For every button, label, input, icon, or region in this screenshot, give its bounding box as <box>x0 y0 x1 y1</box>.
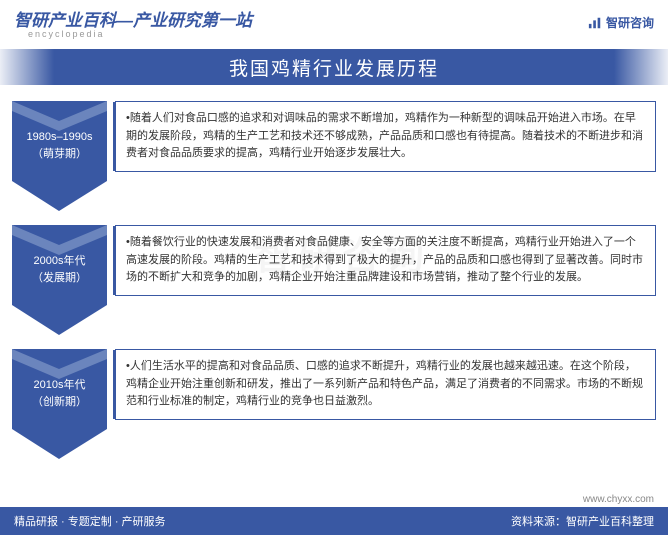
chevron-badge: 1980s–1990s （萌芽期） <box>12 101 107 211</box>
chevron-text: 2010s年代 （创新期） <box>12 377 107 410</box>
consult-badge: 智研咨询 <box>588 14 654 31</box>
stage-desc: •人们生活水平的提高和对食品品质、口感的追求不断提升，鸡精行业的发展也越来越迅速… <box>126 358 645 411</box>
footer-right: 资料来源：智研产业百科整理 <box>511 513 654 529</box>
stage-desc: •随着人们对食品口感的追求和对调味品的需求不断增加，鸡精作为一种新型的调味品开始… <box>126 110 645 163</box>
stage-desc-box: •随着餐饮行业的快速发展和消费者对食品健康、安全等方面的关注度不断提高，鸡精行业… <box>115 225 656 296</box>
chevron-text: 1980s–1990s （萌芽期） <box>12 129 107 162</box>
header: 智研产业百科—产业研究第一站 encyclopedia 智研咨询 <box>0 0 668 41</box>
stage-row: 2010s年代 （创新期） •人们生活水平的提高和对食品品质、口感的追求不断提升… <box>12 349 656 459</box>
stage-phase: （创新期） <box>12 394 107 411</box>
stage-phase: （萌芽期） <box>12 146 107 163</box>
chart-icon <box>588 16 602 30</box>
chevron-text: 2000s年代 （发展期） <box>12 253 107 286</box>
stage-desc-box: •随着人们对食品口感的追求和对调味品的需求不断增加，鸡精作为一种新型的调味品开始… <box>115 101 656 172</box>
stage-period: 1980s–1990s <box>12 129 107 146</box>
main-title: 我国鸡精行业发展历程 <box>54 49 614 85</box>
stage-period: 2010s年代 <box>12 377 107 394</box>
timeline: 1980s–1990s （萌芽期） •随着人们对食品口感的追求和对调味品的需求不… <box>0 101 668 459</box>
source-url: www.chyxx.com <box>583 494 654 505</box>
title-text: 我国鸡精行业发展历程 <box>229 54 439 81</box>
brand-title: 智研产业百科—产业研究第一站 <box>14 6 252 31</box>
footer-bar: 精品研报 · 专题定制 · 产研服务 资料来源：智研产业百科整理 <box>0 507 668 535</box>
consult-label: 智研咨询 <box>606 14 654 31</box>
chevron-badge: 2010s年代 （创新期） <box>12 349 107 459</box>
stage-phase: （发展期） <box>12 270 107 287</box>
stage-period: 2000s年代 <box>12 253 107 270</box>
chevron-badge: 2000s年代 （发展期） <box>12 225 107 335</box>
stage-row: 2000s年代 （发展期） •随着餐饮行业的快速发展和消费者对食品健康、安全等方… <box>12 225 656 335</box>
footer-left: 精品研报 · 专题定制 · 产研服务 <box>14 513 166 529</box>
stage-desc-box: •人们生活水平的提高和对食品品质、口感的追求不断提升，鸡精行业的发展也越来越迅速… <box>115 349 656 420</box>
stage-desc: •随着餐饮行业的快速发展和消费者对食品健康、安全等方面的关注度不断提高，鸡精行业… <box>126 234 645 287</box>
stage-row: 1980s–1990s （萌芽期） •随着人们对食品口感的追求和对调味品的需求不… <box>12 101 656 211</box>
brand-block: 智研产业百科—产业研究第一站 encyclopedia <box>14 6 252 39</box>
